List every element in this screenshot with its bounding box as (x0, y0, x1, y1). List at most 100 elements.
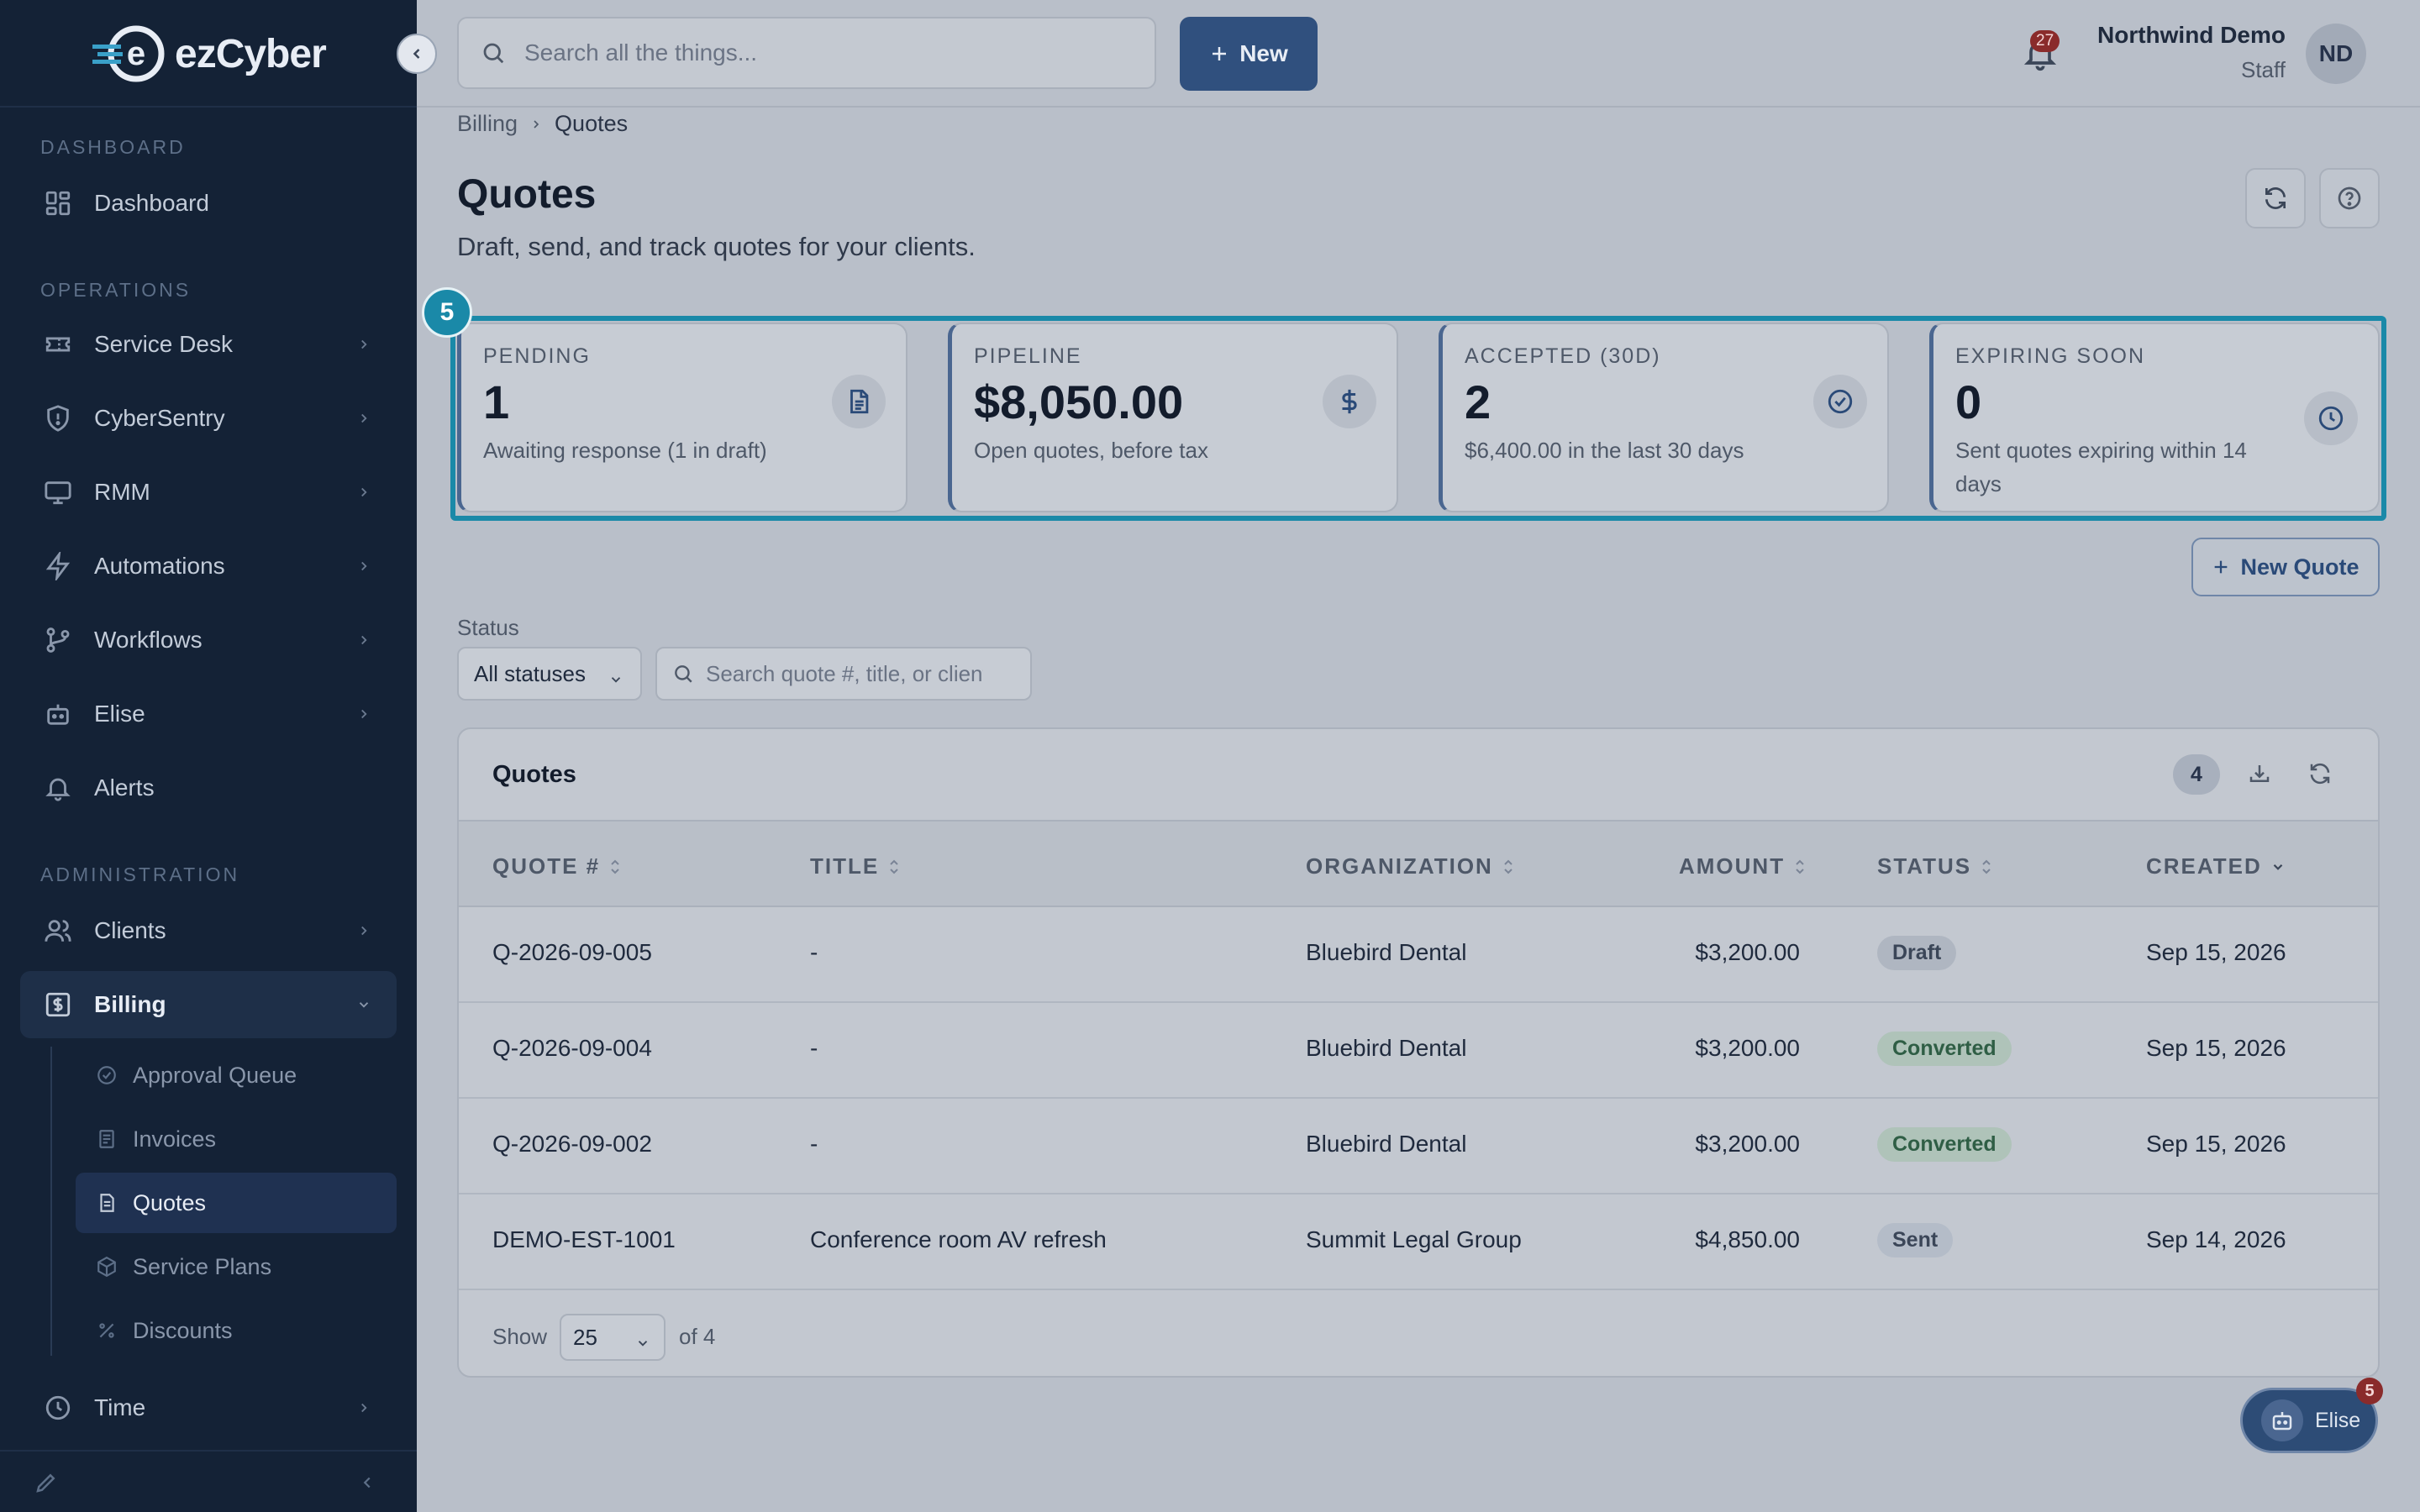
sidebar-item-service-desk[interactable]: Service Desk (20, 311, 397, 378)
sidebar-subitem-label: Invoices (133, 1126, 217, 1152)
sidebar-item-elise[interactable]: Elise (20, 680, 397, 748)
column-label: TITLE (810, 853, 880, 879)
tour-step-badge: 5 (422, 287, 472, 338)
table-row[interactable]: DEMO-EST-1001 Conference room AV refresh… (459, 1194, 2378, 1290)
sidebar-item-rmm[interactable]: RMM (20, 459, 397, 526)
brand-logo[interactable]: e ezCyber (91, 20, 327, 87)
download-icon[interactable] (2247, 761, 2274, 788)
sidebar: e ezCyber DASHBOARD Dashboard OPERATIONS… (0, 0, 417, 1512)
kpi-value: 0 (1955, 375, 1982, 428)
page-title: Quotes (457, 172, 597, 217)
users-icon (40, 913, 76, 948)
svg-text:e: e (127, 35, 145, 72)
kpi-card-pipeline[interactable]: PIPELINE $8,050.00 Open quotes, before t… (948, 323, 1398, 512)
cell-quote-number[interactable]: Q-2026-09-002 (492, 1131, 652, 1157)
shield-icon (40, 401, 76, 436)
receipt-dollar-icon (40, 987, 76, 1022)
column-header-status[interactable]: STATUS (1877, 853, 1993, 879)
kpi-card-accepted[interactable]: ACCEPTED (30D) 2 $6,400.00 in the last 3… (1439, 323, 1889, 512)
global-search-input[interactable]: Search all the things... (457, 17, 1156, 89)
elise-label: Elise (2315, 1408, 2361, 1432)
dollar-icon (1323, 375, 1376, 428)
sidebar-item-label: Alerts (94, 774, 155, 801)
sidebar-item-clients[interactable]: Clients (20, 897, 397, 964)
breadcrumb-billing[interactable]: Billing (457, 111, 518, 136)
cell-quote-number[interactable]: Q-2026-09-004 (492, 1035, 652, 1061)
sidebar-subitem-quotes[interactable]: Quotes (76, 1173, 397, 1233)
search-placeholder: Search all the things... (524, 39, 758, 66)
chevron-right-icon (529, 118, 543, 131)
sidebar-subitem-approval-queue[interactable]: Approval Queue (76, 1045, 397, 1105)
column-header-title[interactable]: TITLE (810, 853, 901, 879)
search-icon (481, 40, 506, 66)
sidebar-item-dashboard[interactable]: Dashboard (20, 170, 397, 237)
sidebar-item-cybersentry[interactable]: CyberSentry (20, 385, 397, 452)
cell-title: Conference room AV refresh (810, 1226, 1107, 1252)
user-name[interactable]: Northwind Demo (2097, 22, 2286, 48)
sidebar-item-time[interactable]: Time (20, 1374, 397, 1441)
chevron-left-icon (413, 49, 420, 59)
table-head: QUOTE # TITLE ORGANIZATION AMOUNT STATUS… (459, 820, 2378, 907)
help-icon (2338, 186, 2361, 210)
row-count-badge: 4 (2173, 754, 2220, 795)
quote-search-input[interactable]: Search quote #, title, or client (655, 647, 1032, 701)
submenu-guide-line (50, 1047, 52, 1356)
new-button-label: New (1239, 40, 1288, 66)
sidebar-subitem-invoices[interactable]: Invoices (76, 1109, 397, 1169)
kpi-card-expiring[interactable]: EXPIRING SOON 0 Sent quotes expiring wit… (1929, 323, 2380, 512)
help-button[interactable] (2319, 168, 2380, 228)
elise-notification-badge: 5 (2356, 1378, 2383, 1404)
status-badge: Converted (1877, 1127, 2012, 1162)
chevron-down-icon (608, 667, 623, 693)
sidebar-toggle-button[interactable] (397, 34, 437, 74)
sidebar-item-workflows[interactable]: Workflows (20, 606, 397, 674)
check-circle-icon (1813, 375, 1867, 428)
column-label: AMOUNT (1679, 853, 1786, 879)
column-header-amount[interactable]: AMOUNT (1679, 853, 1807, 879)
pencil-icon[interactable] (34, 1470, 59, 1499)
sidebar-item-billing[interactable]: Billing (20, 971, 397, 1038)
column-header-quote[interactable]: QUOTE # (492, 853, 622, 879)
new-button[interactable]: New (1180, 17, 1318, 91)
column-header-organization[interactable]: ORGANIZATION (1306, 853, 1515, 879)
table-row[interactable]: Q-2026-09-004 - Bluebird Dental $3,200.0… (459, 1003, 2378, 1099)
status-filter-value: All statuses (474, 660, 586, 686)
sort-icon (608, 858, 622, 876)
lightning-icon (40, 549, 76, 584)
collapse-sidebar-icon[interactable] (358, 1473, 376, 1496)
new-quote-label: New Quote (2240, 554, 2360, 580)
page-size-select[interactable]: 25 (560, 1314, 666, 1361)
cell-quote-number[interactable]: Q-2026-09-005 (492, 939, 652, 965)
kpi-card-pending[interactable]: PENDING 1 Awaiting response (1 in draft) (457, 323, 908, 512)
refresh-button[interactable] (2245, 168, 2306, 228)
clock-icon (2304, 391, 2358, 445)
sidebar-subitem-service-plans[interactable]: Service Plans (76, 1236, 397, 1297)
sidebar-item-alerts[interactable]: Alerts (20, 754, 397, 822)
section-administration: ADMINISTRATION (40, 864, 240, 885)
cell-title: - (810, 939, 818, 965)
column-header-created[interactable]: CREATED (2146, 853, 2286, 879)
cell-created: Sep 15, 2026 (2146, 1131, 2286, 1157)
quote-search-placeholder: Search quote #, title, or client (706, 660, 983, 686)
table-row[interactable]: Q-2026-09-005 - Bluebird Dental $3,200.0… (459, 907, 2378, 1003)
cell-quote-number[interactable]: DEMO-EST-1001 (492, 1226, 676, 1252)
document-icon (94, 1190, 119, 1215)
sidebar-subitem-discounts[interactable]: Discounts (76, 1300, 397, 1361)
brand-name: ezCyber (175, 31, 327, 76)
table-row[interactable]: Q-2026-09-002 - Bluebird Dental $3,200.0… (459, 1099, 2378, 1194)
plus-icon (1209, 44, 1229, 64)
chevron-right-icon (356, 706, 373, 722)
refresh-icon[interactable] (2307, 761, 2334, 788)
sort-icon (1793, 858, 1807, 876)
cell-amount: $3,200.00 (1695, 1131, 1800, 1157)
cell-amount: $4,850.00 (1695, 1226, 1800, 1252)
sidebar-item-label: Workflows (94, 627, 203, 653)
status-filter-select[interactable]: All statuses (457, 647, 642, 701)
kpi-label: EXPIRING SOON (1955, 344, 2146, 368)
new-quote-button[interactable]: New Quote (2191, 538, 2380, 596)
status-filter-label: Status (457, 615, 519, 640)
elise-assistant-button[interactable]: Elise (2240, 1388, 2378, 1453)
sidebar-item-automations[interactable]: Automations (20, 533, 397, 600)
cell-organization: Bluebird Dental (1306, 939, 1467, 965)
avatar[interactable]: ND (2306, 24, 2366, 84)
